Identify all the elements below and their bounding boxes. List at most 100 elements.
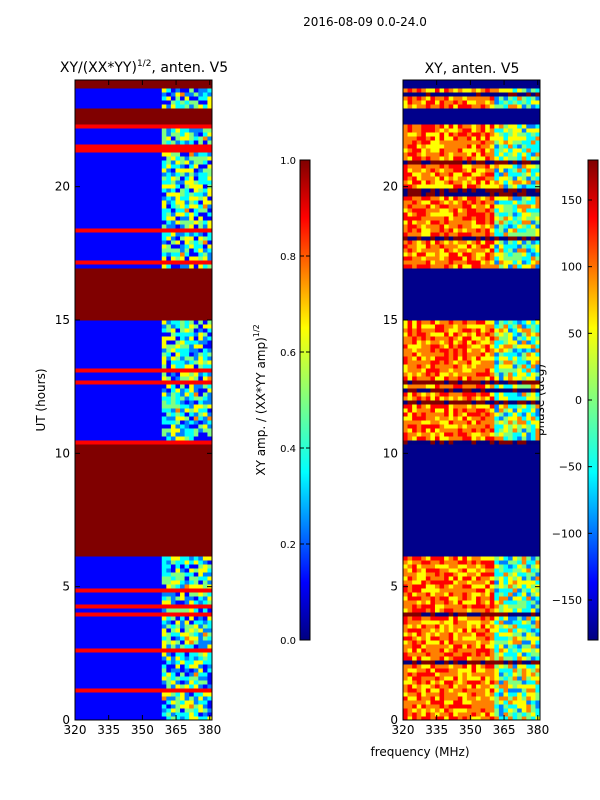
right-heat-cell	[512, 584, 518, 589]
left-heat-cell	[157, 624, 163, 629]
left-heat-cell	[152, 676, 158, 681]
left-heat-cell	[138, 364, 144, 369]
left-heat-cell	[198, 716, 204, 721]
left-heat-cell	[166, 124, 172, 129]
right-heat-cell	[530, 660, 536, 665]
right-heat-cell	[530, 436, 536, 441]
left-heat-cell	[143, 404, 149, 409]
right-heat-cell	[416, 560, 422, 565]
left-heat-cell	[75, 704, 81, 709]
left-heat-cell	[79, 708, 85, 713]
left-heat-cell	[143, 320, 149, 325]
right-heat-cell	[453, 432, 459, 437]
right-heat-cell	[480, 652, 486, 657]
left-heat-cell	[111, 128, 117, 133]
left-heat-cell	[166, 636, 172, 641]
left-heat-cell	[93, 132, 99, 137]
left-heat-cell	[102, 600, 108, 605]
left-heat-cell	[75, 236, 81, 241]
right-heat-cell	[526, 716, 532, 721]
left-heat-cell	[193, 240, 199, 245]
left-heat-cell	[170, 416, 176, 421]
left-heat-cell	[84, 604, 90, 609]
left-heat-cell	[180, 104, 186, 109]
left-heat-cell	[166, 324, 172, 329]
left-heat-cell	[157, 348, 163, 353]
left-heat-cell	[152, 704, 158, 709]
right-heat-cell	[535, 692, 541, 697]
left-heat-cell	[125, 196, 131, 201]
left-heat-cell	[189, 100, 195, 105]
left-heat-cell	[79, 184, 85, 189]
left-heat-cell	[129, 716, 135, 721]
left-heat-cell	[143, 380, 149, 385]
right-heat-cell	[503, 432, 509, 437]
left-heat-cell	[193, 624, 199, 629]
left-heat-cell	[207, 664, 213, 669]
left-heat-cell	[170, 588, 176, 593]
left-heat-cell	[202, 560, 208, 565]
right-heat-cell	[453, 556, 459, 561]
right-heat-cell	[494, 576, 500, 581]
right-heat-cell	[508, 592, 514, 597]
left-heat-cell	[148, 216, 154, 221]
right-heat-cell	[457, 676, 463, 681]
left-heat-cell	[180, 132, 186, 137]
left-heat-cell	[161, 360, 167, 365]
left-heat-cell	[111, 244, 117, 249]
left-heat-cell	[157, 636, 163, 641]
left-heat-cell	[138, 228, 144, 233]
right-heat-cell	[416, 672, 422, 677]
left-heat-cell	[184, 616, 190, 621]
left-heat-cell	[152, 128, 158, 133]
left-heat-cell	[180, 624, 186, 629]
left-heat-cell	[184, 712, 190, 717]
left-heat-cell	[180, 688, 186, 693]
right-heat-cell	[521, 704, 527, 709]
left-heat-cell	[138, 564, 144, 569]
left-heat-cell	[157, 560, 163, 565]
right-heat-cell	[434, 440, 441, 445]
left-heat-cell	[207, 600, 213, 605]
left-heat-cell	[75, 328, 81, 333]
right-heat-cell	[530, 704, 536, 709]
right-heat-cell	[471, 600, 477, 605]
left-heat-cell	[93, 100, 99, 105]
left-heat-cell	[184, 556, 190, 561]
right-heat-cell	[421, 632, 427, 637]
left-heat-cell	[102, 640, 108, 645]
left-heat-cell	[157, 648, 163, 653]
left-heat-cell	[97, 704, 103, 709]
left-heat-cell	[88, 428, 94, 433]
left-heat-cell	[157, 644, 163, 649]
left-heat-cell	[102, 412, 108, 417]
left-heat-cell	[120, 388, 126, 393]
left-heat-cell	[88, 556, 94, 561]
left-heat-cell	[134, 212, 140, 217]
right-heat-cell	[498, 556, 504, 561]
left-heat-cell	[170, 604, 176, 609]
right-heat-cell	[453, 628, 459, 633]
right-heat-cell	[466, 596, 472, 601]
left-heat-cell	[161, 432, 167, 437]
right-heat-cell	[407, 628, 413, 633]
right-heat-cell	[485, 568, 491, 573]
right-heat-cell	[430, 700, 436, 705]
right-heat-cell	[517, 564, 523, 569]
left-heat-cell	[138, 400, 144, 405]
right-heat-cell	[494, 716, 500, 721]
left-heat-cell	[129, 248, 135, 253]
left-heat-cell	[207, 692, 213, 697]
left-heat-cell	[189, 568, 195, 573]
left-heat-cell	[207, 368, 213, 373]
left-heat-cell	[102, 340, 108, 345]
right-heat-cell	[485, 700, 491, 705]
left-heat-cell	[189, 572, 195, 577]
left-heat-cell	[202, 96, 208, 101]
left-heat-cell	[189, 680, 195, 685]
left-heat-cell	[148, 644, 154, 649]
left-heat-cell	[180, 260, 186, 265]
left-heat-cell	[79, 336, 85, 341]
left-heat-cell	[193, 676, 199, 681]
left-heat-row	[75, 148, 213, 153]
